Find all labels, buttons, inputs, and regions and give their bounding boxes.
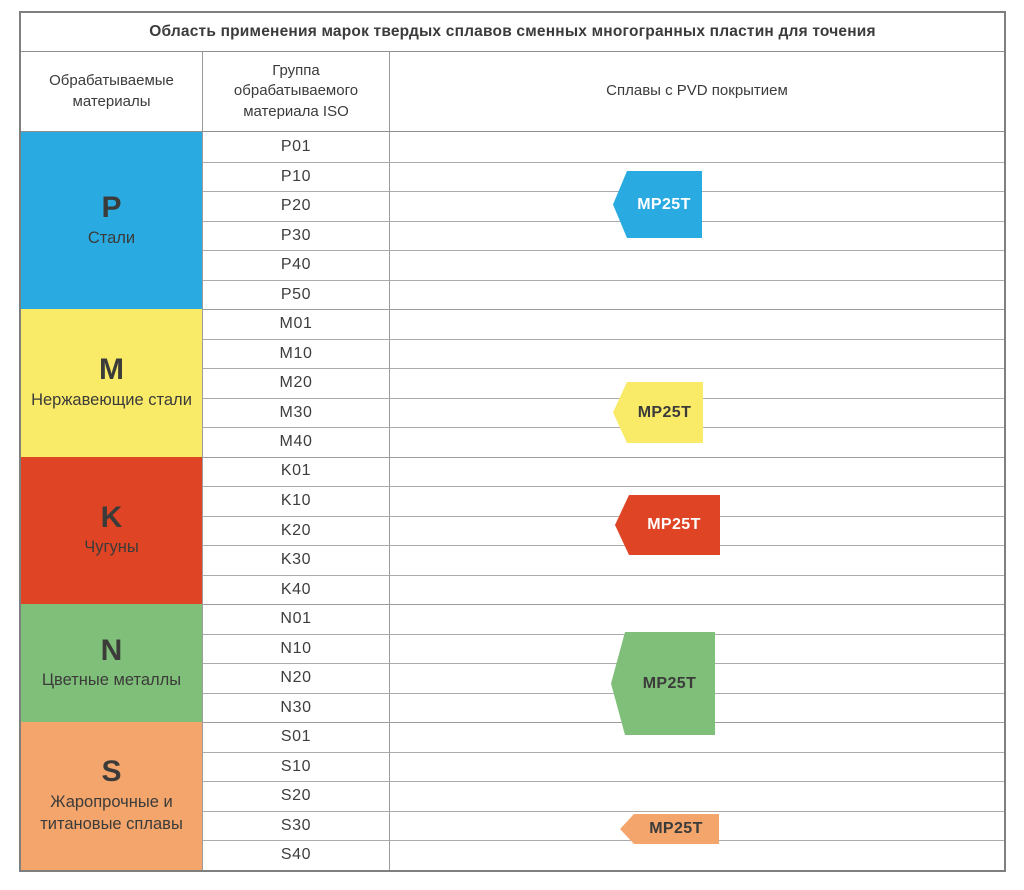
iso-group-m10: M10: [203, 338, 390, 368]
grade-badge-m-mp25t: MP25T: [613, 382, 703, 443]
section-m: M Нержавеющие стали M01 M10 M20 M30 M40: [21, 309, 1004, 457]
column-headers: Обрабатываемые материалы Группа обрабаты…: [21, 52, 1004, 132]
table-title-text: Область применения марок твердых сплавов…: [149, 23, 876, 40]
material-cell-s: S Жаропрочные и титановые сплавы: [21, 722, 203, 870]
material-name: Жаропрочные и титановые сплавы: [40, 792, 183, 833]
section-s: S Жаропрочные и титановые сплавы S01 S10 S20…: [21, 722, 1004, 870]
section-n: N Цветные металлы N01 N10 N20 N30: [21, 604, 1004, 722]
iso-group-k30: K30: [203, 545, 390, 575]
material-letter: N: [100, 633, 123, 667]
iso-group-m01: M01: [203, 309, 390, 339]
alloy-cell-p50: [390, 279, 1004, 310]
material-cell-k: K Чугуны: [21, 456, 203, 604]
material-name: Нержавеющие стали: [31, 390, 192, 409]
iso-group-s01: S01: [203, 722, 390, 752]
table-body: P Стали P01 P10 P20 P30 P40 P50 M Нержавеющие ста…: [21, 132, 1004, 870]
alloy-cell-k10: [390, 486, 1004, 516]
alloy-cell-p10: [390, 161, 1004, 192]
grade-badge-k-mp25t: MP25T: [615, 495, 720, 555]
iso-group-n01: N01: [203, 604, 390, 634]
material-name: Стали: [87, 228, 136, 247]
alloy-cell-m20: [390, 368, 1004, 398]
material-cell-p: P Стали: [21, 132, 203, 309]
table-title: Область применения марок твердых сплавов…: [21, 13, 1004, 52]
iso-group-p20: P20: [203, 191, 390, 221]
alloy-cell-s20: [390, 781, 1004, 811]
section-k: K Чугуны K01 K10 K20 K30 K40: [21, 456, 1004, 605]
iso-group-k10: K10: [203, 486, 390, 516]
header-workpiece-materials: Обрабатываемые материалы: [21, 52, 203, 131]
material-letter: M: [99, 353, 124, 387]
grade-badge-s-mp25t: MP25T: [620, 814, 719, 844]
grade-badge-n-mp25t: MP25T: [611, 632, 715, 735]
iso-group-m30: M30: [203, 397, 390, 427]
material-letter: S: [101, 755, 122, 789]
alloy-cell-s10: [390, 751, 1004, 782]
iso-group-m40: M40: [203, 427, 390, 457]
iso-group-n10: N10: [203, 633, 390, 663]
material-name: Чугуны: [84, 538, 139, 557]
iso-group-p30: P30: [203, 220, 390, 250]
alloy-cell-p40: [390, 250, 1004, 280]
header-pvd-coated-alloys: Сплавы с PVD покрытием: [606, 82, 788, 100]
iso-group-p10: P10: [203, 161, 390, 191]
section-p: P Стали P01 P10 P20 P30 P40 P50: [21, 132, 1004, 309]
alloy-cell-k01: [390, 457, 1004, 487]
iso-group-k20: K20: [203, 515, 390, 545]
iso-group-n30: N30: [203, 692, 390, 722]
iso-group-s30: S30: [203, 810, 390, 840]
iso-group-s20: S20: [203, 781, 390, 811]
material-cell-m: M Нержавеющие стали: [21, 309, 203, 457]
alloy-cell-m01: [390, 309, 1004, 339]
iso-group-p40: P40: [203, 250, 390, 280]
material-name: Цветные металлы: [41, 671, 182, 690]
iso-group-k40: K40: [203, 574, 390, 604]
alloy-cell-p01: [390, 132, 1004, 162]
iso-group-p01: P01: [203, 132, 390, 162]
iso-group-s10: S10: [203, 751, 390, 781]
iso-group-s40: S40: [203, 840, 390, 870]
iso-group-p50: P50: [203, 279, 390, 309]
alloy-cell-m10: [390, 338, 1004, 369]
iso-group-n20: N20: [203, 663, 390, 693]
header-iso-material-group: Группа обрабатываемого материала ISO: [203, 52, 390, 131]
grade-badge-p-mp25t: MP25T: [613, 171, 702, 238]
material-letter: P: [101, 191, 122, 225]
alloy-cell-n01: [390, 604, 1004, 634]
material-letter: K: [100, 500, 123, 534]
material-cell-n: N Цветные металлы: [21, 604, 203, 722]
application-table: Область применения марок твердых сплавов…: [19, 11, 1006, 872]
iso-group-k01: K01: [203, 456, 390, 486]
alloy-cell-s40: [390, 840, 1004, 870]
alloy-cell-s30: [390, 810, 1004, 841]
alloy-cell-k40: [390, 574, 1004, 605]
iso-group-m20: M20: [203, 368, 390, 398]
